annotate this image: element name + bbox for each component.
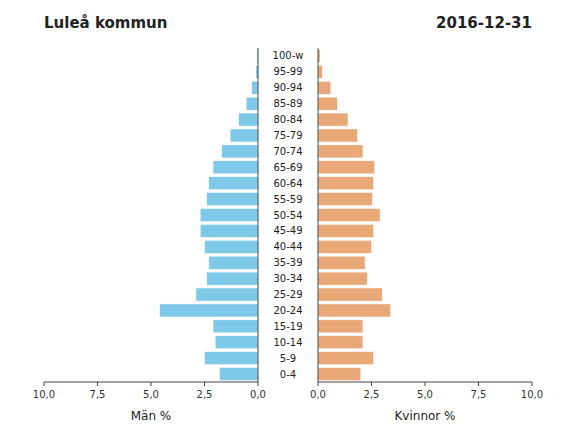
- category-label: 40-44: [273, 241, 302, 252]
- bar: [318, 336, 363, 349]
- bar: [318, 224, 374, 237]
- category-label: 20-24: [273, 305, 302, 316]
- tick-label: 7,5: [471, 389, 487, 400]
- category-label: 25-29: [273, 289, 302, 300]
- tick-label: 10,0: [521, 389, 543, 400]
- bar: [213, 320, 258, 333]
- axis-label: Män %: [131, 409, 172, 423]
- category-label: 85-89: [273, 98, 302, 109]
- bar: [207, 193, 258, 206]
- tick-label: 5,0: [143, 389, 159, 400]
- tick-mark: [425, 382, 426, 386]
- bar: [209, 256, 258, 269]
- bar: [209, 177, 258, 190]
- tick-mark: [532, 382, 533, 386]
- tick-label: 0,0: [250, 389, 266, 400]
- bar: [318, 368, 361, 381]
- bar: [318, 145, 363, 158]
- tick-label: 2,5: [197, 389, 213, 400]
- category-label: 95-99: [273, 66, 302, 77]
- category-label: 80-84: [273, 114, 302, 125]
- bar: [207, 272, 258, 285]
- bar: [205, 240, 259, 253]
- bar: [318, 161, 375, 174]
- bar: [318, 97, 337, 110]
- category-label: 45-49: [273, 225, 302, 236]
- bar: [318, 288, 382, 301]
- bar: [318, 208, 380, 221]
- category-labels: 0-4 5-9 10-14 15-19 20-24 25-29 30-34 35-39 40-4…: [273, 50, 304, 379]
- tick-mark: [318, 382, 319, 386]
- tick-label: 5,0: [417, 389, 433, 400]
- bar: [318, 320, 363, 333]
- category-label: 70-74: [273, 146, 302, 157]
- category-label: 10-14: [273, 337, 302, 348]
- bar: [318, 256, 365, 269]
- tick-mark: [97, 382, 98, 386]
- zero-line: [258, 48, 259, 382]
- panel: Luleå kommun 10,0 7,5 5,0 2,5 0,0 Män %: [33, 14, 266, 423]
- category-label: 60-64: [273, 178, 302, 189]
- chart: Luleå kommun 10,0 7,5 5,0 2,5 0,0 Män % 2016-12…: [0, 0, 576, 432]
- bar: [318, 352, 374, 365]
- tick-label: 2,5: [364, 389, 380, 400]
- category-label: 50-54: [273, 210, 302, 221]
- title: Luleå kommun: [44, 14, 167, 32]
- bar: [318, 240, 372, 253]
- bar: [318, 65, 322, 78]
- bar: [252, 81, 258, 94]
- bar: [196, 288, 258, 301]
- bar: [213, 161, 258, 174]
- bar: [318, 113, 348, 126]
- bar: [239, 113, 258, 126]
- category-label: 90-94: [273, 82, 302, 93]
- bar: [246, 97, 258, 110]
- bar: [160, 304, 258, 317]
- bar: [219, 368, 258, 381]
- bars: [318, 49, 391, 380]
- bar: [318, 81, 331, 94]
- tick-mark: [258, 382, 259, 386]
- tick-label: 0,0: [310, 389, 326, 400]
- tick-mark: [151, 382, 152, 386]
- tick-label: 7,5: [90, 389, 106, 400]
- category-label: 75-79: [273, 130, 302, 141]
- category-label: 55-59: [273, 194, 302, 205]
- category-label: 35-39: [273, 257, 302, 268]
- bar: [215, 336, 258, 349]
- bar: [318, 129, 358, 142]
- bar: [222, 145, 258, 158]
- bar: [230, 129, 258, 142]
- tick-mark: [204, 382, 205, 386]
- bar: [200, 208, 258, 221]
- category-label: 0-4: [280, 369, 296, 380]
- bar: [318, 177, 374, 190]
- tick-label: 10,0: [33, 389, 55, 400]
- panel: 2016-12-31 0,0 2,5 5,0 7,5 10,0 Kvinnor %: [310, 14, 543, 423]
- bar: [318, 193, 373, 206]
- bar: [318, 272, 367, 285]
- category-label: 15-19: [273, 321, 302, 332]
- axis-label: Kvinnor %: [394, 409, 455, 423]
- zero-line: [318, 48, 319, 382]
- title: 2016-12-31: [436, 14, 532, 32]
- tick-mark: [371, 382, 372, 386]
- category-label: 30-34: [273, 273, 302, 284]
- bars: [160, 49, 258, 380]
- category-label: 100-w: [273, 50, 304, 61]
- bar: [200, 224, 258, 237]
- bar: [318, 304, 391, 317]
- tick-mark: [478, 382, 479, 386]
- category-label: 5-9: [280, 353, 296, 364]
- bar: [205, 352, 259, 365]
- category-label: 65-69: [273, 162, 302, 173]
- tick-mark: [44, 382, 45, 386]
